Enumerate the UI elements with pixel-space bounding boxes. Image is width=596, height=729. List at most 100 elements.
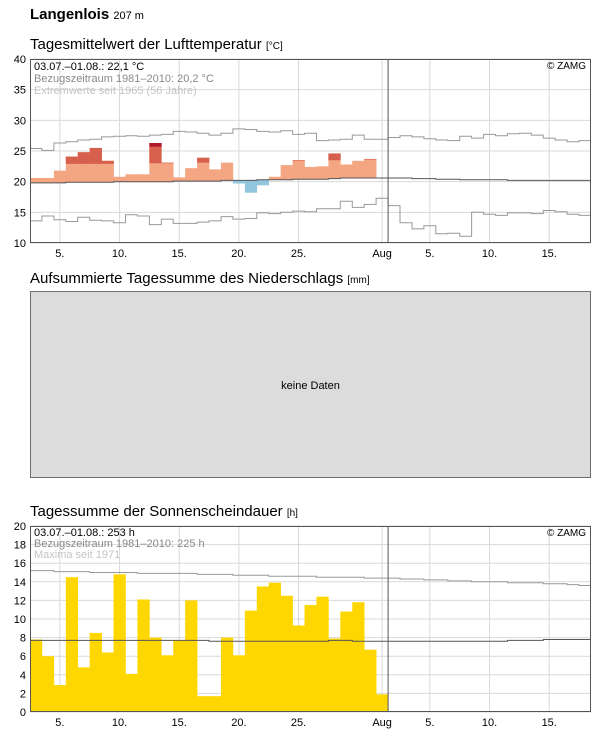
sun-x-tick-label: 15. [542,717,557,729]
temp-bar [173,177,186,182]
sunshine-bar [328,638,341,712]
temp-bar [268,176,281,180]
sunshine-bar [280,595,293,712]
temp-bar-high [77,152,90,164]
sunshine-bar [256,586,270,712]
sunshine-bar [268,582,281,712]
temperature-reference-value: Bezugszeitraum 1981–2010: 20,2 °C [34,73,214,85]
sunshine-period-value: 03.07.–01.08.: 253 h [34,527,135,539]
sun-x-tick-label: 15. [172,717,187,729]
temp-extreme-max-line [30,128,591,151]
sun-y-tick-label: 0 [20,707,26,719]
temp-extreme-min-line [30,197,591,237]
sunshine-bar [185,600,198,712]
sunshine-credit: © ZAMG [546,528,586,539]
temp-y-tick-label: 30 [14,115,26,127]
temp-x-tick-label: 25. [291,248,306,260]
station-header: Langenlois 207 m [30,6,144,23]
sunshine-bar [197,696,210,712]
sun-y-tick-label: 12 [14,595,26,607]
sunshine-reference-value: Bezugszeitraum 1981–2010: 225 h [34,538,205,550]
sun-y-tick-label: 4 [20,670,26,682]
precipitation-title: Aufsummierte Tagessumme des Niederschlag… [30,270,344,287]
sunshine-bar [304,605,317,712]
temp-x-tick-label: 5. [55,248,64,260]
temp-bar [280,165,293,180]
temperature-title: Tagesmittelwert der Lufttemperatur [30,36,262,53]
temp-bar-below [256,179,270,186]
temp-y-tick-label: 20 [14,177,26,189]
temp-x-tick-label: 5. [425,248,434,260]
temp-bar [316,166,329,180]
sunshine-maxima-note: Maxima seit 1971 [34,549,121,561]
sun-x-tick-label: 5. [425,717,434,729]
sunshine-bar [161,655,174,712]
temp-y-tick-label: 35 [14,85,26,97]
sun-plot-border [30,526,591,712]
sunshine-bar [209,696,222,712]
temp-bar-high [149,143,162,164]
temp-bar [352,160,365,178]
temp-bar-high [65,156,79,164]
sun-y-tick-label: 2 [20,688,26,700]
temp-bar [30,177,43,183]
temp-y-tick-label: 40 [14,54,26,66]
sunshine-bar [125,673,138,712]
sunshine-bar [77,667,90,712]
temp-bar [304,166,317,180]
temp-y-tick-label: 10 [14,238,26,250]
sun-y-tick-label: 6 [20,651,26,663]
sunshine-chart: 0 2 4 6 8 10 12 14 16 18 20 5. 10. 15. 20. 25. Aug 5. 10. 1… [14,521,591,729]
temp-x-tick-label: 10. [112,248,127,260]
station-name: Langenlois [30,6,110,23]
sunshine-bar [30,639,43,712]
sunshine-bar [364,649,377,712]
sun-y-tick-label: 16 [14,558,26,570]
sunshine-bar [340,611,353,712]
sunshine-bar [292,625,305,712]
temp-bar-below [232,180,246,184]
temp-bar-extreme [149,143,162,147]
sun-x-tick-label: Aug [372,717,392,729]
temp-bar-high [364,158,377,160]
sun-reference-line [30,639,591,642]
temperature-info-box: 03.07.–01.08.: 22,1 °C Bezugszeitraum 19… [34,61,214,97]
temp-bar-below [244,180,258,193]
temp-bar [137,174,150,182]
temp-bar-high [161,162,174,164]
temp-plot-border [30,59,591,243]
sun-x-tick-label: 20. [231,717,246,729]
sun-y-tick-label: 18 [14,540,26,552]
sunshine-bar [101,652,114,712]
sunshine-bar [352,602,365,712]
temp-bar [113,176,126,182]
sunshine-bar [149,637,162,712]
temp-bar [364,158,377,178]
sun-y-tick-label: 10 [14,614,26,626]
sun-maxima-line [30,570,591,586]
sun-y-tick-label: 14 [14,577,26,589]
sunshine-unit: [h] [286,508,298,519]
temp-x-tick-label: Aug [372,248,392,260]
temp-bar-high [328,153,341,161]
precipitation-no-data-message: keine Daten [281,380,340,392]
temp-bar [161,162,174,182]
temp-bar-high [89,147,102,164]
sunshine-bar [244,610,258,712]
temp-bar [340,164,353,178]
temp-bar [185,168,198,182]
sunshine-bar [220,637,234,712]
temp-bar-high [292,160,305,161]
temp-x-tick-label: 15. [542,248,557,260]
sun-x-tick-label: 25. [291,717,306,729]
sunshine-bar [316,596,329,712]
precipitation-unit: [mm] [347,275,370,286]
temp-bar [101,160,114,183]
temperature-section-title: Tagesmittelwert der Lufttemperatur [°C] [30,36,283,53]
sun-x-tick-label: 10. [112,717,127,729]
temp-reference-line [30,177,591,184]
sunshine-section-title: Tagessumme der Sonnenscheindauer [h] [30,503,298,520]
temp-bar-high [101,160,114,164]
temp-x-tick-label: 10. [482,248,497,260]
sunshine-bar [376,694,389,712]
